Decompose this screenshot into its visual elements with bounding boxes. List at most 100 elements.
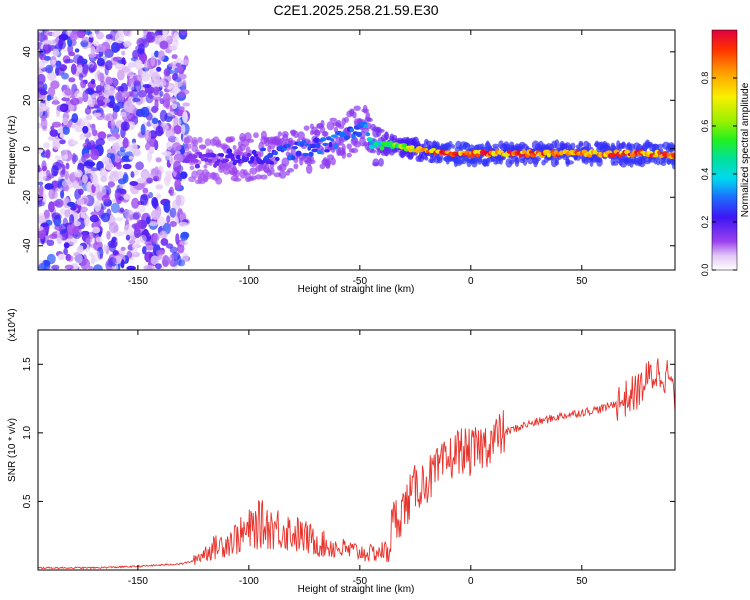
signal-halo [352,111,357,119]
signal-halo [361,108,370,113]
signal-halo [353,105,361,111]
noise-blob [129,181,138,186]
noise-blob [106,230,111,240]
noise-blob [41,222,49,227]
signal-halo [570,142,576,150]
noise-blob [92,93,100,99]
y-tick-label: 20 [22,94,33,106]
y-tick-label: -20 [22,190,33,205]
signal-halo [259,150,264,157]
noise-blob [157,30,164,36]
noise-blob [50,125,55,131]
noise-blob [176,243,185,254]
noise-blob [100,212,111,223]
signal-halo [203,164,208,169]
noise-blob [74,253,83,264]
noise-blob [179,106,185,111]
noise-blob [141,72,150,82]
signal-halo [341,149,347,160]
noise-blob [135,239,141,245]
noise-blob [93,135,99,141]
noise-blob [159,98,165,105]
signal-core [366,137,373,142]
noise-blob [57,180,62,189]
noise-blob [46,94,52,102]
noise-blob [49,129,59,137]
signal-core [304,143,311,147]
noise-blob [122,163,132,170]
noise-blob [86,142,92,150]
noise-blob [74,169,83,178]
signal-core [253,153,259,158]
noise-blob [157,50,165,61]
noise-blob [87,53,97,58]
noise-blob [54,155,61,161]
signal-halo [341,143,346,152]
noise-blob [121,50,126,56]
signal-halo [287,168,294,173]
noise-blob [47,135,57,141]
signal-core [322,142,329,146]
noise-blob [64,209,71,218]
noise-blob [57,128,64,134]
noise-blob [163,92,171,103]
noise-blob [126,250,133,259]
colorbar: 0.0 0.2 0.4 0.6 0.8 Normalized spectral ampl… [700,29,750,276]
noise-blob [168,254,175,266]
noise-blob [56,234,63,245]
signal-halo [471,158,478,168]
noise-blob [120,121,130,132]
noise-blob [133,169,139,176]
noise-blob [71,113,79,124]
y-tick-label: -40 [22,238,33,253]
signal-core [192,158,199,163]
noise-blob [171,142,182,152]
noise-blob [83,214,90,227]
noise-blob [118,196,125,201]
colorbar-tick-label: 0.8 [700,72,710,85]
noise-blob [155,249,165,256]
noise-blob [51,264,60,270]
noise-blob [63,185,70,191]
noise-blob [102,205,107,210]
signal-core [203,157,209,162]
signal-halo [450,144,456,149]
signal-halo [247,138,255,143]
noise-blob [85,87,95,95]
signal-halo [578,142,584,147]
signal-halo [249,167,258,175]
noise-blob [47,71,57,81]
noise-blob [169,246,178,254]
figure-title: C2E1.2025.258.21.59.E30 [273,2,438,18]
noise-blob [120,246,126,251]
noise-blob [100,175,108,183]
x-tick-label: -50 [353,576,368,587]
noise-blob [80,258,91,270]
noise-blob [88,252,94,257]
noise-blob [135,161,145,171]
noise-blob [119,207,125,213]
noise-blob [171,103,178,110]
signal-core [291,155,296,161]
signal-core [226,148,233,155]
noise-blob [110,153,116,163]
signal-core [346,135,351,140]
signal-core [330,134,338,138]
noise-blob [132,97,141,103]
noise-blob [146,177,154,184]
noise-blob [76,30,86,39]
noise-blob [63,242,70,249]
signal-halo [216,139,222,147]
signal-halo [189,165,195,170]
noise-blob [105,60,113,71]
noise-blob [68,153,73,161]
noise-blob [178,221,189,228]
signal-halo [671,159,675,170]
signal-halo [313,129,321,136]
noise-blob [137,205,146,213]
noise-blob [159,230,168,239]
noise-blob [155,184,164,190]
signal-halo [187,143,192,149]
signal-core [349,128,355,133]
noise-blob [181,252,189,263]
